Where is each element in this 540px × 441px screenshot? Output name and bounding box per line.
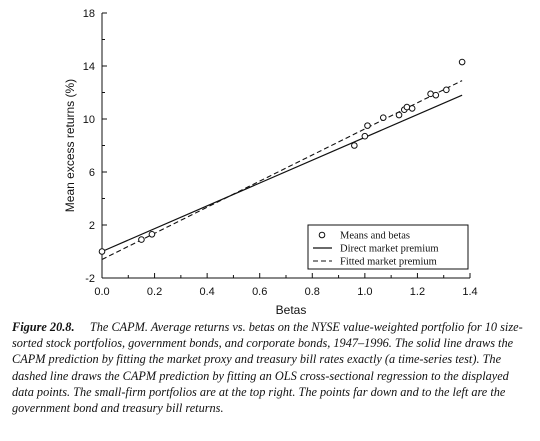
legend-label: Means and betas: [340, 231, 410, 242]
legend-label: Fitted market premium: [340, 257, 437, 268]
x-tick-label: 1.2: [410, 286, 425, 298]
data-point: [395, 111, 403, 119]
data-point: [403, 103, 411, 111]
plot-area: -2 2 6 10 14 18 0.0 0.2 0.4 0.6 0.8 1.0 1.2 1.4 Betas M…: [63, 8, 478, 316]
caption-spacer: [78, 320, 87, 334]
x-tick-label: 0.4: [199, 286, 214, 298]
x-tick-label: 0.8: [305, 286, 320, 298]
caption-label: Figure 20.8.: [12, 320, 75, 334]
chart: -2 2 6 10 14 18 0.0 0.2 0.4 0.6 0.8 1.0 1.2 1.4 Betas M…: [63, 8, 478, 316]
data-point: [443, 86, 450, 94]
data-point: [427, 90, 434, 98]
data-point: [408, 105, 416, 112]
data-point: [98, 248, 106, 255]
fitted-market-premium-line: [101, 80, 463, 260]
data-point: [148, 230, 156, 238]
x-tick-label: 0.6: [252, 286, 267, 298]
x-tick-label: 0.2: [147, 286, 162, 298]
data-point: [351, 142, 358, 149]
y-tick-label: 6: [89, 167, 95, 179]
y-tick-label: 2: [89, 220, 95, 232]
data-point: [364, 122, 371, 129]
legend-label: Direct market premium: [340, 244, 439, 255]
y-tick-label: -2: [85, 273, 95, 285]
direct-market-premium-line: [101, 94, 463, 253]
x-axis-title: Betas: [276, 303, 307, 316]
x-tick-label: 0.0: [94, 286, 109, 298]
x-tick-label: 1.4: [462, 286, 477, 298]
data-point: [432, 91, 440, 99]
data-point: [138, 236, 145, 243]
legend-box: [307, 224, 469, 270]
data-point: [458, 58, 466, 66]
legend-marker-circle: [318, 231, 326, 239]
data-point: [379, 114, 387, 121]
caption-text: The CAPM. Average returns vs. betas on t…: [12, 320, 523, 416]
data-point: [361, 132, 369, 140]
y-tick-label: 10: [83, 114, 95, 126]
y-tick-label: 14: [83, 61, 95, 73]
y-axis-title: Mean excess returns (%): [63, 79, 77, 212]
x-tick-label: 1.0: [357, 286, 372, 298]
y-tick-label: 18: [83, 8, 95, 20]
figure-caption: Figure 20.8. The CAPM. Average returns v…: [12, 319, 532, 416]
